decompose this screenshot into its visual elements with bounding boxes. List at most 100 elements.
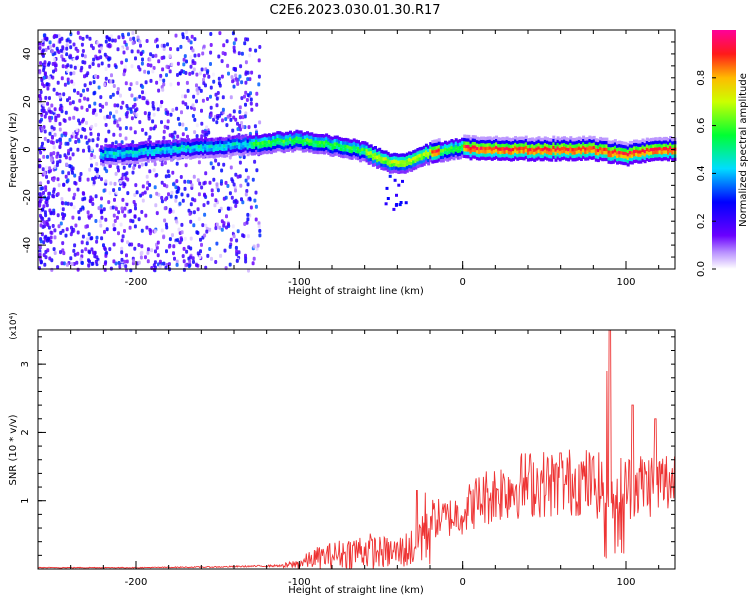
colorbar-tick-label: 0.2 <box>696 213 707 229</box>
heatmap-ridge-cell <box>384 150 388 154</box>
heatmap-noise-cell <box>136 35 140 40</box>
heatmap-noise-cell <box>210 192 214 197</box>
heatmap-ridge-cell <box>594 141 598 145</box>
heatmap-noise-cell <box>97 132 100 137</box>
heatmap-ridge-cell <box>539 147 543 152</box>
heatmap-noise-cell <box>229 237 233 242</box>
heatmap-noise-cell <box>72 58 76 62</box>
heatmap-ridge-cell <box>662 157 666 161</box>
heatmap-ridge-cell <box>522 140 526 144</box>
heatmap-noise-cell <box>204 223 208 228</box>
heatmap-ridge-cell <box>391 166 394 171</box>
heatmap-ridge-cell <box>505 156 509 160</box>
heatmap-ridge-cell <box>384 160 388 164</box>
heatmap-ridge-cell <box>505 146 509 150</box>
heatmap-ridge-cell <box>153 152 157 156</box>
heatmap-ridge-cell <box>475 156 479 161</box>
heatmap-ridge-cell <box>384 157 388 161</box>
heatmap-noise-cell <box>48 208 52 213</box>
heatmap-ridge-cell <box>475 150 479 154</box>
heatmap-noise-cell <box>243 222 247 226</box>
heatmap-ridge-cell <box>556 149 560 154</box>
heatmap-noise-cell <box>244 60 248 65</box>
heatmap-ridge-cell <box>293 144 297 148</box>
heatmap-ridge-cell <box>227 148 231 152</box>
heatmap-noise-cell <box>208 180 212 185</box>
heatmap-noise-cell <box>62 92 66 97</box>
heatmap-noise-cell <box>52 189 56 194</box>
heatmap-ridge-cell <box>242 135 246 139</box>
heatmap-noise-cell <box>209 50 213 55</box>
heatmap-ridge-cell <box>121 161 125 166</box>
heatmap-ridge-cell <box>569 142 573 147</box>
heatmap-noise-cell <box>148 183 152 187</box>
heatmap-ridge-cell <box>465 141 469 145</box>
heatmap-ridge-cell <box>159 144 163 148</box>
heatmap-ridge-cell <box>250 148 254 153</box>
heatmap-ridge-cell <box>318 147 322 151</box>
heatmap-ridge-cell <box>420 146 424 151</box>
heatmap-noise-cell <box>88 167 92 172</box>
heatmap-ridge-cell <box>465 154 469 159</box>
heatmap-noise-cell <box>189 55 193 60</box>
heatmap-ridge-cell <box>514 136 518 140</box>
heatmap-ridge-cell <box>473 145 477 149</box>
heatmap-ridge-cell <box>191 155 195 159</box>
heatmap-ridge-cell <box>318 140 322 145</box>
heatmap-ridge-cell <box>522 153 526 158</box>
heatmap-ridge-cell <box>482 143 486 147</box>
heatmap-ridge-cell <box>388 153 392 157</box>
heatmap-noise-cell <box>118 126 122 131</box>
heatmap-ridge-cell <box>596 148 600 153</box>
heatmap-ridge-cell <box>121 158 125 162</box>
heatmap-noise-cell <box>119 180 122 184</box>
heatmap-ridge-cell <box>628 140 632 145</box>
heatmap-ridge-cell <box>495 152 498 156</box>
heatmap-noise-cell <box>210 256 213 261</box>
heatmap-ridge-cell <box>206 155 210 159</box>
heatmap-ridge-cell <box>301 135 305 140</box>
heatmap-ridge-cell <box>325 133 329 137</box>
heatmap-ridge-cell <box>514 149 518 153</box>
heatmap-ridge-cell <box>163 150 167 155</box>
heatmap-ridge-cell <box>210 151 214 155</box>
heatmap-ridge-cell <box>503 137 507 141</box>
heatmap-ridge-cell <box>318 144 322 148</box>
heatmap-noise-cell <box>235 200 239 205</box>
heatmap-ridge-cell <box>255 149 259 154</box>
heatmap-ridge-cell <box>639 146 643 151</box>
heatmap-ridge-cell <box>282 143 286 147</box>
heatmap-ridge-cell <box>618 150 622 155</box>
heatmap-noise-cell <box>217 81 221 86</box>
heatmap-ridge-cell <box>495 155 498 160</box>
heatmap-ridge-cell <box>669 152 673 157</box>
heatmap-noise-cell <box>79 257 83 262</box>
heatmap-ridge-cell <box>102 159 106 164</box>
heatmap-noise-cell <box>38 203 42 208</box>
heatmap-ridge-cell <box>652 157 656 162</box>
heatmap-noise-cell <box>66 141 70 146</box>
heatmap-noise-cell <box>210 188 214 193</box>
heatmap-noise-cell <box>216 188 220 193</box>
heatmap-ridge-cell <box>558 151 562 155</box>
heatmap-noise-cell <box>95 143 99 148</box>
heatmap-ridge-cell <box>556 153 560 157</box>
heatmap-noise-cell <box>145 39 149 43</box>
heatmap-ridge-cell <box>380 156 384 160</box>
heatmap-ridge-cell <box>119 143 123 147</box>
heatmap-ridge-cell <box>168 139 171 144</box>
heatmap-noise-cell <box>195 230 199 235</box>
heatmap-ridge-cell <box>374 149 377 153</box>
heatmap-noise-cell <box>195 99 198 104</box>
heatmap-ridge-cell <box>146 142 150 146</box>
heatmap-noise-cell <box>45 37 49 42</box>
heatmap-ridge-cell <box>195 147 199 152</box>
heatmap-ridge-cell <box>664 157 668 161</box>
heatmap-ridge-cell <box>563 136 566 140</box>
heatmap-ridge-cell <box>269 140 273 145</box>
heatmap-ridge-cell <box>582 155 586 160</box>
heatmap-noise-cell <box>191 114 195 118</box>
heatmap-ridge-cell <box>509 154 513 159</box>
heatmap-ridge-cell <box>153 145 157 150</box>
